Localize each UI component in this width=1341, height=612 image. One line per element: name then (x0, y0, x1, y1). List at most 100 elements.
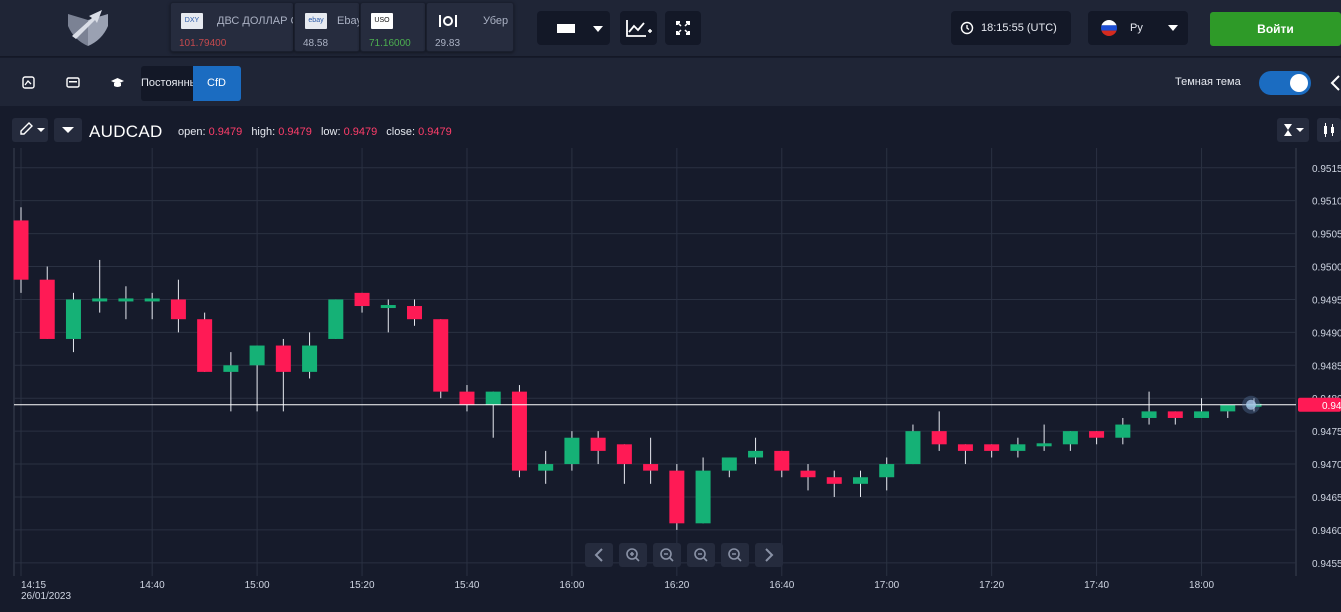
login-button[interactable]: Войти (1210, 12, 1341, 46)
scroll-right-button[interactable] (755, 543, 783, 567)
time-tick-label: 15:40 (454, 580, 479, 591)
candle[interactable] (1141, 411, 1157, 418)
candle[interactable] (223, 365, 239, 372)
candle[interactable] (118, 298, 134, 302)
price-tick-label: 0.9515 (1312, 164, 1341, 175)
candle[interactable] (643, 464, 659, 471)
candle[interactable] (1167, 411, 1183, 418)
timeframe-dropdown[interactable] (54, 118, 82, 142)
price-tick-label: 0.9485 (1312, 361, 1341, 372)
candle[interactable] (328, 299, 344, 339)
candles-icon (1324, 123, 1334, 137)
candle[interactable] (433, 319, 449, 392)
ticker-name: Ebay (337, 15, 360, 27)
time-tick-label: 16:40 (769, 580, 794, 591)
scroll-left-button[interactable] (585, 543, 613, 567)
ticker-card[interactable]: USO 71.16000 (360, 2, 426, 52)
time-tick-label: 17:20 (979, 580, 1004, 591)
candle[interactable] (774, 450, 790, 471)
assets-button[interactable] (12, 66, 45, 99)
symbol-label: AUDCAD (89, 122, 163, 141)
candle[interactable] (800, 470, 816, 478)
broker-logo[interactable] (62, 6, 114, 50)
candle[interactable] (852, 477, 868, 484)
candle[interactable] (170, 299, 186, 320)
indicators-button[interactable] (620, 11, 657, 45)
candle[interactable] (485, 391, 501, 405)
candle[interactable] (354, 292, 370, 307)
candle[interactable] (92, 298, 108, 302)
ticker-name: ДВС ДОЛЛАР США (217, 15, 293, 27)
candle[interactable] (669, 470, 685, 524)
hourglass-icon (1284, 124, 1304, 136)
ticker-strip: DXY ДВС ДОЛЛАР США 101.79400 ebay Ebay 4… (170, 2, 514, 54)
candle[interactable] (511, 391, 527, 471)
candle[interactable] (957, 444, 973, 451)
server-time: 18:15:55 (UTC) (951, 11, 1071, 45)
candle[interactable] (984, 444, 1000, 451)
language-dropdown[interactable]: Ру (1088, 11, 1188, 45)
candle[interactable] (826, 477, 842, 484)
ohlc-readout: open: 0.9479 high: 0.9479 low: 0.9479 cl… (178, 126, 458, 138)
candle[interactable] (1036, 443, 1052, 447)
ticker-card[interactable]: DXY ДВС ДОЛЛАР США 101.79400 (170, 2, 294, 52)
language-label: Ру (1130, 22, 1143, 34)
zoom-reset-button[interactable] (721, 543, 749, 567)
chevron-left-icon[interactable] (1329, 74, 1341, 92)
candle[interactable] (721, 457, 737, 471)
ticker-price: 29.83 (435, 38, 461, 49)
candle[interactable] (13, 220, 29, 280)
candle[interactable] (249, 345, 265, 366)
education-button[interactable] (101, 66, 134, 99)
price-tick-label: 0.9455 (1312, 559, 1341, 570)
price-tick-label: 0.9475 (1312, 427, 1341, 438)
chevron-right-icon (765, 548, 774, 562)
ticker-price: 48.58 (303, 38, 329, 49)
candle[interactable] (1115, 424, 1131, 438)
candle[interactable] (1010, 444, 1026, 451)
candle[interactable] (1220, 404, 1236, 412)
candle[interactable] (459, 391, 475, 405)
zoom-out-button[interactable] (687, 543, 715, 567)
candle[interactable] (65, 299, 81, 339)
uber-logo-icon (437, 13, 459, 29)
dark-theme-toggle[interactable] (1259, 71, 1311, 95)
zoom-in-button[interactable] (619, 543, 647, 567)
candle[interactable] (302, 345, 318, 372)
open-label: open: (178, 126, 206, 138)
theme-label: Темная тема (1175, 76, 1241, 88)
candle[interactable] (616, 444, 632, 465)
candle[interactable] (197, 319, 213, 372)
zoom-out-button[interactable] (653, 543, 681, 567)
candle[interactable] (39, 279, 55, 339)
candle[interactable] (538, 464, 554, 471)
candle[interactable] (1089, 431, 1105, 438)
candle[interactable] (1062, 431, 1078, 445)
drawing-tools-button[interactable] (12, 118, 48, 142)
candle[interactable] (695, 470, 711, 524)
candle[interactable] (748, 450, 764, 458)
candle[interactable] (590, 437, 606, 451)
candle[interactable] (931, 431, 947, 445)
chart-type-dropdown[interactable] (537, 11, 610, 45)
portfolio-button[interactable] (56, 66, 89, 99)
candle[interactable] (564, 437, 580, 465)
candle[interactable] (275, 345, 291, 372)
mode-cfd-tab[interactable]: CfD (193, 66, 241, 101)
fullscreen-button[interactable] (665, 11, 701, 45)
clock-icon (960, 21, 974, 35)
price-chart[interactable]: 0.9515 0.9510 0.9505 0.9500 0.9495 0.9490 0.94… (0, 148, 1341, 612)
ticker-card[interactable]: ebay Ebay 48.58 (294, 2, 360, 52)
time-interval-button[interactable] (1277, 118, 1309, 142)
wallet-icon (66, 77, 80, 88)
candle[interactable] (380, 305, 396, 309)
top-bar: DXY ДВС ДОЛЛАР США 101.79400 ebay Ebay 4… (0, 0, 1341, 57)
candle[interactable] (144, 298, 160, 302)
ticker-card[interactable]: Убер 29.83 (426, 2, 514, 52)
candle[interactable] (905, 431, 921, 465)
candle-settings-button[interactable] (1317, 118, 1341, 142)
candle[interactable] (1194, 411, 1210, 418)
candle[interactable] (407, 306, 423, 320)
candle[interactable] (879, 464, 895, 478)
mode-permanent-tab[interactable]: Постоянный (141, 66, 204, 101)
